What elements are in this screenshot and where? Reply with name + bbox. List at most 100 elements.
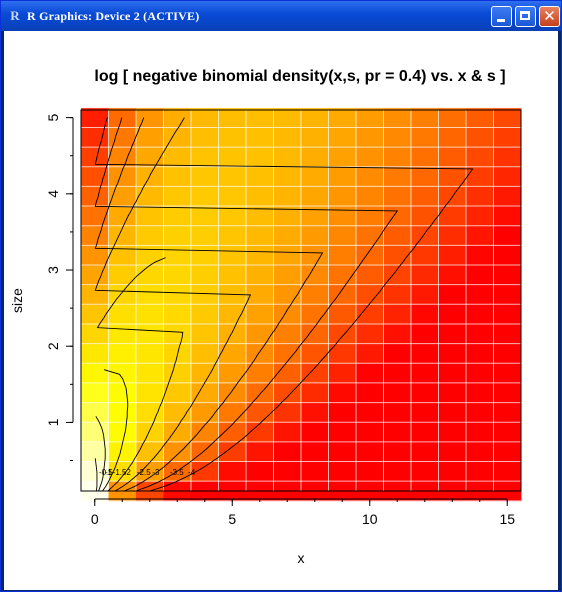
heatmap-cell <box>218 363 247 384</box>
heatmap-cell <box>191 382 219 403</box>
heatmap-cell <box>493 166 522 187</box>
heatmap-cell <box>383 323 412 345</box>
x-tick-label: 0 <box>91 511 99 527</box>
heatmap-cell <box>108 107 137 128</box>
heatmap-cell <box>108 166 137 187</box>
heatmap-cell <box>191 225 219 246</box>
heatmap-cell <box>438 284 467 305</box>
heatmap-cell <box>383 166 412 187</box>
heatmap-cell <box>411 206 439 227</box>
heatmap-cell <box>466 304 494 325</box>
heatmap-cell <box>273 402 302 423</box>
heatmap-cell <box>383 363 412 384</box>
heatmap-cell <box>81 127 109 148</box>
heatmap-cell <box>273 147 302 168</box>
contour-label: -2.5 <box>137 468 151 477</box>
heatmap-cell <box>218 127 247 148</box>
heatmap-cell <box>246 382 274 403</box>
heatmap-cell <box>136 147 164 168</box>
heatmap-cell <box>301 186 329 207</box>
heatmap-cell <box>466 265 494 286</box>
heatmap-cell <box>301 323 329 345</box>
heatmap-cell <box>273 225 302 246</box>
heatmap-cell <box>81 304 109 325</box>
heatmap-cell <box>218 245 247 266</box>
heatmap-cell <box>411 382 439 403</box>
heatmap-cell <box>136 343 164 364</box>
heatmap-cell <box>108 441 137 462</box>
heatmap-cell <box>163 441 192 462</box>
minimize-icon <box>497 19 505 22</box>
heatmap-cell <box>466 422 494 443</box>
heatmap-cell <box>163 382 192 403</box>
title-bar[interactable]: R R Graphics: Device 2 (ACTIVE) ✕ <box>1 1 561 31</box>
heatmap-cell <box>191 441 219 462</box>
contour-line <box>96 257 184 492</box>
close-button[interactable]: ✕ <box>539 6 560 27</box>
heatmap-cell <box>218 402 247 423</box>
heatmap-cell <box>246 265 274 286</box>
heatmap-cell <box>163 304 192 325</box>
heatmap-cell <box>191 461 219 482</box>
heatmap-cell <box>466 206 494 227</box>
heatmap-cell <box>81 147 109 168</box>
heatmap-cell <box>493 422 522 443</box>
heatmap-cell <box>438 127 467 148</box>
heatmap-cell <box>301 304 329 325</box>
heatmap-cell <box>81 363 109 384</box>
heatmap-cell <box>328 225 357 246</box>
heatmap-cell <box>356 245 384 266</box>
heatmap-cell <box>493 107 522 128</box>
heatmap-cell <box>493 382 522 403</box>
heatmap-cell <box>411 166 439 187</box>
heatmap-cell <box>108 265 137 286</box>
heatmap-cell <box>163 225 192 246</box>
heatmap-cell <box>466 166 494 187</box>
heatmap-cell <box>81 402 109 423</box>
x-tick-label: 15 <box>499 511 515 527</box>
maximize-button[interactable] <box>515 6 536 27</box>
heatmap-cell <box>438 245 467 266</box>
heatmap-cell <box>246 245 274 266</box>
contour-label: -1 <box>105 468 113 477</box>
heatmap-cell <box>328 107 357 128</box>
heatmap-cell <box>356 382 384 403</box>
heatmap-cell <box>163 186 192 207</box>
heatmap-cell <box>136 265 164 286</box>
heatmap-cell <box>163 402 192 423</box>
heatmap-cell <box>163 284 192 305</box>
heatmap-cell <box>81 422 109 443</box>
heatmap-cell <box>493 127 522 148</box>
heatmap-cell <box>493 461 522 482</box>
heatmap-cell <box>328 304 357 325</box>
heatmap-cell <box>328 422 357 443</box>
contour-line <box>95 416 106 492</box>
heatmap-cell <box>81 461 109 482</box>
heatmap-cell <box>383 147 412 168</box>
heatmap-cell <box>246 441 274 462</box>
window-title: R Graphics: Device 2 (ACTIVE) <box>27 9 200 23</box>
heatmap-cell <box>246 343 274 364</box>
heatmap-cell <box>136 304 164 325</box>
heatmap-cell <box>301 166 329 187</box>
heatmap-cell <box>246 147 274 168</box>
heatmap-cell <box>411 225 439 246</box>
heatmap-cell <box>136 323 164 345</box>
heatmap-cell <box>438 206 467 227</box>
minimize-button[interactable] <box>491 6 512 27</box>
heatmap-cell <box>163 422 192 443</box>
heatmap-cell <box>466 284 494 305</box>
heatmap-cell <box>163 245 192 266</box>
heatmap-cell <box>328 166 357 187</box>
contour-line <box>94 458 98 492</box>
heatmap-cell <box>108 206 137 227</box>
heatmap-cell <box>383 107 412 128</box>
heatmap-cell <box>108 186 137 207</box>
heatmap-cell <box>246 461 274 482</box>
heatmap-cell <box>218 206 247 227</box>
heatmap-cell <box>301 284 329 305</box>
heatmap-cell <box>108 304 137 325</box>
contour-label: -0.5 <box>99 468 113 477</box>
heatmap-cell <box>191 284 219 305</box>
